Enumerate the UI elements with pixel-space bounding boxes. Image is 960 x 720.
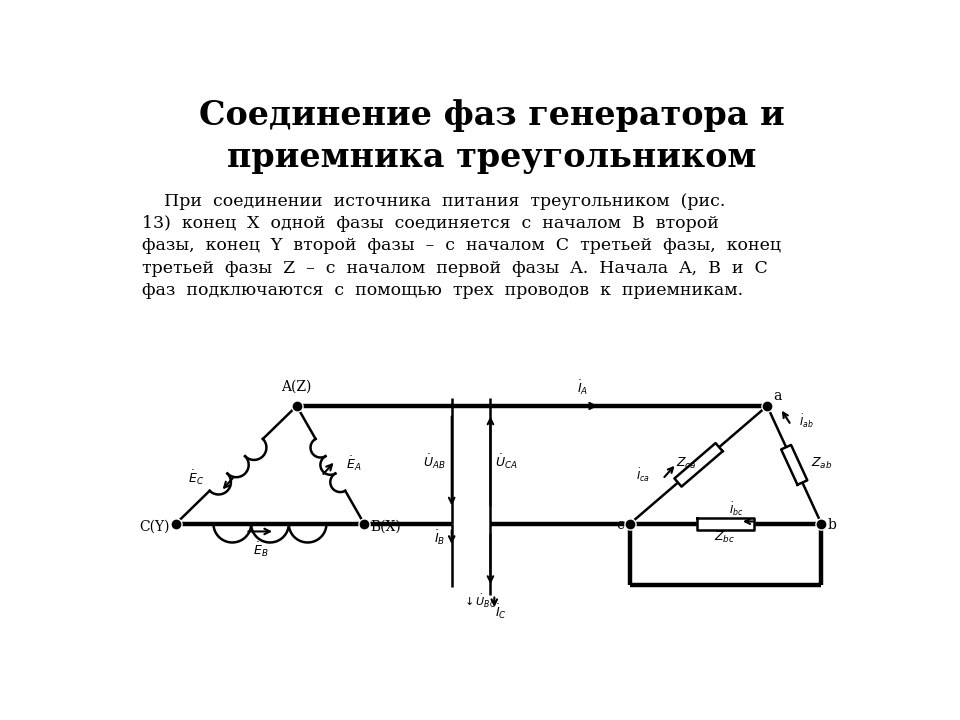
Text: $\dot{U}_{CA}$: $\dot{U}_{CA}$	[495, 453, 517, 472]
Text: $\dot{E}_B$: $\dot{E}_B$	[253, 541, 269, 559]
Polygon shape	[697, 518, 755, 530]
Text: $\dot{U}_{AB}$: $\dot{U}_{AB}$	[422, 453, 445, 472]
Text: $\downarrow\dot{U}_{BC}$: $\downarrow\dot{U}_{BC}$	[463, 593, 497, 610]
Text: a: a	[774, 389, 781, 403]
Polygon shape	[675, 443, 723, 487]
Text: фазы,  конец  Y  второй  фазы  –  с  началом  C  третьей  фазы,  конец: фазы, конец Y второй фазы – с началом C …	[142, 238, 780, 254]
Text: C(Y): C(Y)	[139, 520, 170, 534]
Text: c: c	[616, 518, 624, 532]
Text: третьей  фазы  Z  –  с  началом  первой  фазы  A.  Начала  A,  B  и  C: третьей фазы Z – с началом первой фазы A…	[142, 260, 768, 276]
Text: приемника треугольником: приемника треугольником	[228, 140, 756, 174]
Text: A(Z): A(Z)	[281, 379, 312, 394]
Text: $Z_{bc}$: $Z_{bc}$	[714, 530, 735, 545]
Text: При  соединении  источника  питания  треугольником  (рис.: При соединении источника питания треугол…	[142, 193, 725, 210]
Text: $Z_{ca}$: $Z_{ca}$	[676, 456, 696, 472]
Text: $\dot{I}_{ca}$: $\dot{I}_{ca}$	[636, 467, 650, 484]
Text: $Z_{ab}$: $Z_{ab}$	[811, 456, 832, 472]
Text: B(X): B(X)	[371, 520, 401, 534]
Text: $\dot{I}_{bc}$: $\dot{I}_{bc}$	[729, 500, 743, 518]
Text: $\dot{E}_A$: $\dot{E}_A$	[347, 454, 362, 473]
Text: 13)  конец  X  одной  фазы  соединяется  с  началом  B  второй: 13) конец X одной фазы соединяется с нач…	[142, 215, 719, 232]
Text: b: b	[828, 518, 836, 532]
Text: $\dot{I}_{ab}$: $\dot{I}_{ab}$	[799, 413, 814, 430]
Text: $\dot{I}_B$: $\dot{I}_B$	[434, 528, 445, 547]
Text: $\dot{E}_C$: $\dot{E}_C$	[187, 468, 204, 487]
Text: Соединение фаз генератора и: Соединение фаз генератора и	[199, 99, 785, 132]
Polygon shape	[781, 445, 807, 485]
Text: $\dot{I}_A$: $\dot{I}_A$	[577, 378, 588, 397]
Text: $\dot{I}_C$: $\dot{I}_C$	[495, 603, 507, 621]
Text: фаз  подключаются  с  помощью  трех  проводов  к  приемникам.: фаз подключаются с помощью трех проводов…	[142, 282, 743, 299]
